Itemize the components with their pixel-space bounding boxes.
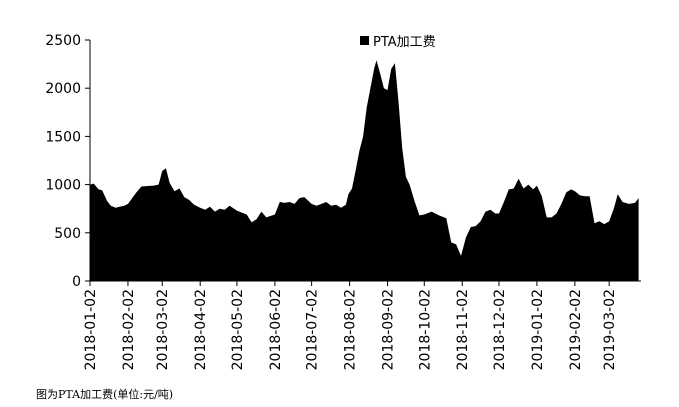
x-tick-label: 2018-11-02	[455, 289, 471, 370]
x-tick-label: 2018-08-02	[343, 289, 359, 370]
x-tick-label: 2018-12-02	[492, 289, 508, 370]
x-tick-label: 2018-10-02	[417, 289, 433, 370]
legend-swatch	[360, 36, 369, 45]
x-tick-label: 2018-07-02	[305, 289, 321, 370]
legend-label: PTA加工费	[373, 35, 436, 50]
y-tick-label: 0	[72, 274, 81, 290]
y-tick-label: 500	[54, 226, 81, 242]
x-tick-label: 2018-05-02	[230, 289, 246, 370]
axis-layer	[85, 39, 641, 286]
x-tick-label: 2018-06-02	[268, 289, 284, 370]
y-tick-label: 1500	[45, 129, 81, 145]
legend: PTA加工费	[360, 35, 436, 50]
x-tick-label: 2019-01-02	[530, 289, 546, 370]
x-tick-label: 2018-03-02	[155, 289, 171, 370]
y-tick-labels: 0 500 1000 1500 2000 2500	[45, 33, 81, 290]
figure-caption: 图为PTA加工费(单位:元/吨)	[36, 388, 174, 401]
x-tick-label: 2019-03-02	[602, 289, 618, 370]
x-tick-label: 2019-02-02	[568, 289, 584, 370]
area-layer	[90, 60, 639, 282]
x-tick-labels: 2018-01-02 2018-02-02 2018-03-02 2018-04-02…	[83, 289, 618, 370]
series-area-0	[90, 60, 639, 282]
x-tick-label: 2018-09-02	[381, 289, 397, 370]
y-tick-label: 1000	[45, 178, 81, 194]
pta-processing-fee-chart: 0 500 1000 1500 2000 2500 2018-01-02 2018-02-0…	[45, 33, 641, 370]
y-tick-label: 2000	[45, 81, 81, 97]
x-tick-label: 2018-01-02	[83, 289, 99, 370]
y-tick-label: 2500	[45, 33, 81, 49]
x-tick-label: 2018-02-02	[121, 289, 137, 370]
x-tick-label: 2018-04-02	[193, 289, 209, 370]
